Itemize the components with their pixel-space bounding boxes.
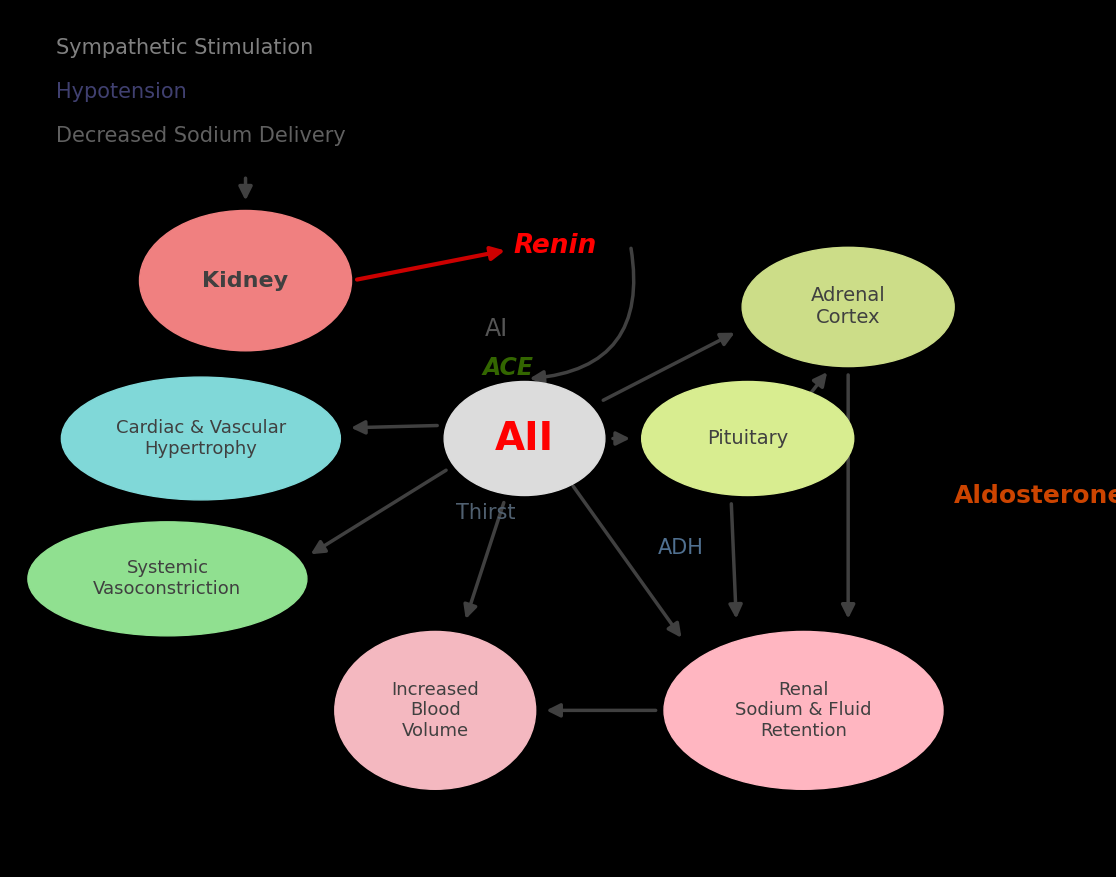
Ellipse shape bbox=[444, 381, 605, 496]
Ellipse shape bbox=[28, 522, 307, 636]
Text: Hypotension: Hypotension bbox=[56, 82, 186, 102]
Ellipse shape bbox=[61, 377, 340, 500]
Text: Renin: Renin bbox=[513, 232, 597, 259]
Text: ADH: ADH bbox=[657, 538, 704, 558]
Text: Aldosterone: Aldosterone bbox=[954, 483, 1116, 508]
Ellipse shape bbox=[742, 247, 954, 367]
Text: AII: AII bbox=[496, 419, 554, 458]
Ellipse shape bbox=[140, 210, 352, 351]
Text: Kidney: Kidney bbox=[202, 271, 289, 290]
Text: Systemic
Vasoconstriction: Systemic Vasoconstriction bbox=[94, 560, 241, 598]
Ellipse shape bbox=[664, 631, 943, 789]
Text: Adrenal
Cortex: Adrenal Cortex bbox=[811, 287, 885, 327]
Text: Decreased Sodium Delivery: Decreased Sodium Delivery bbox=[56, 126, 346, 146]
Text: Renal
Sodium & Fluid
Retention: Renal Sodium & Fluid Retention bbox=[735, 681, 872, 740]
Text: Thirst: Thirst bbox=[455, 503, 516, 523]
Text: Cardiac & Vascular
Hypertrophy: Cardiac & Vascular Hypertrophy bbox=[116, 419, 286, 458]
Text: AI: AI bbox=[485, 317, 508, 341]
Ellipse shape bbox=[642, 381, 854, 496]
Ellipse shape bbox=[335, 631, 536, 789]
Text: Increased
Blood
Volume: Increased Blood Volume bbox=[392, 681, 479, 740]
Text: ACE: ACE bbox=[482, 356, 533, 381]
Text: Pituitary: Pituitary bbox=[708, 429, 788, 448]
Text: Sympathetic Stimulation: Sympathetic Stimulation bbox=[56, 39, 314, 58]
FancyArrowPatch shape bbox=[533, 248, 634, 383]
